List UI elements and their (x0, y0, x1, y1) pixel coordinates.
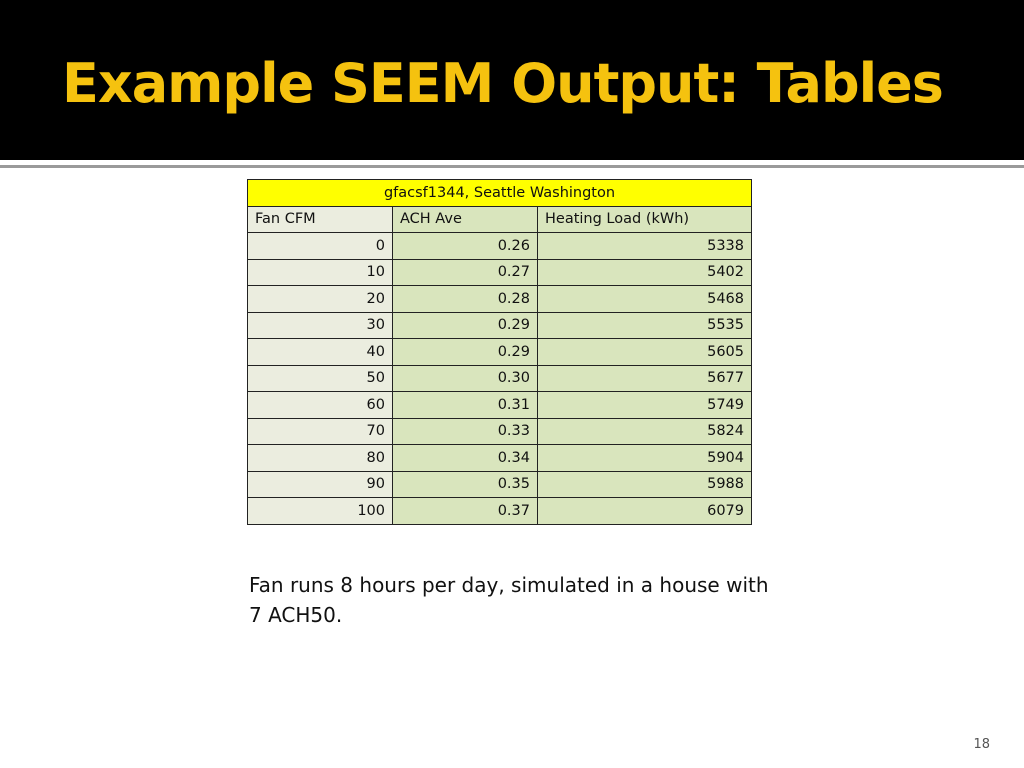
table-cell: 6079 (537, 497, 752, 525)
table-row: 20 0.28 5468 (247, 285, 752, 313)
table-cell: 0.26 (392, 232, 538, 260)
table-row: 80 0.34 5904 (247, 444, 752, 472)
slide-title: Example SEEM Output: Tables (62, 52, 944, 115)
table-row: 70 0.33 5824 (247, 417, 752, 445)
table-cell: 0.28 (392, 285, 538, 313)
table-header: Fan CFM ACH Ave Heating Load (kWh) (247, 205, 752, 233)
table-cell: 0.34 (392, 444, 538, 472)
table-cell: 5988 (537, 470, 752, 498)
table-cell: 30 (247, 311, 393, 339)
table-row: 90 0.35 5988 (247, 470, 752, 498)
table-cell: 5749 (537, 391, 752, 419)
data-table: gfacsf1344, Seattle Washington Fan CFM A… (247, 179, 752, 525)
table-cell: 5605 (537, 338, 752, 366)
table-row: 30 0.29 5535 (247, 311, 752, 339)
table-cell: 0.27 (392, 258, 538, 286)
table-row: 50 0.30 5677 (247, 364, 752, 392)
table-caption: gfacsf1344, Seattle Washington (247, 179, 752, 207)
table-cell: 5338 (537, 232, 752, 260)
table-cell: 40 (247, 338, 393, 366)
table-cell: 60 (247, 391, 393, 419)
table-cell: 5904 (537, 444, 752, 472)
page-number: 18 (973, 737, 990, 752)
table-row: 0 0.26 5338 (247, 232, 752, 260)
table-cell: 0.30 (392, 364, 538, 392)
divider (0, 165, 1024, 168)
table-cell: 80 (247, 444, 393, 472)
table-cell: 0.29 (392, 338, 538, 366)
table-cell: 5402 (537, 258, 752, 286)
table-cell: 5535 (537, 311, 752, 339)
table-row: 40 0.29 5605 (247, 338, 752, 366)
table-row: 100 0.37 6079 (247, 497, 752, 525)
table-cell: 5677 (537, 364, 752, 392)
table-cell: 0.37 (392, 497, 538, 525)
table-row: 10 0.27 5402 (247, 258, 752, 286)
header-cell: ACH Ave (392, 205, 538, 233)
header-cell: Fan CFM (247, 205, 393, 233)
table-cell: 10 (247, 258, 393, 286)
header-cell: Heating Load (kWh) (537, 205, 752, 233)
table-cell: 100 (247, 497, 393, 525)
table-cell: 50 (247, 364, 393, 392)
table-cell: 5468 (537, 285, 752, 313)
title-bar: Example SEEM Output: Tables (0, 0, 1024, 160)
table-cell: 20 (247, 285, 393, 313)
table-cell: 0.33 (392, 417, 538, 445)
table-cell: 90 (247, 470, 393, 498)
footnote-text: Fan runs 8 hours per day, simulated in a… (249, 573, 769, 627)
table-cell: 0.35 (392, 470, 538, 498)
table-cell: 0 (247, 232, 393, 260)
table-cell: 0.29 (392, 311, 538, 339)
table-cell: 5824 (537, 417, 752, 445)
table-cell: 70 (247, 417, 393, 445)
table-cell: 0.31 (392, 391, 538, 419)
table-row: 60 0.31 5749 (247, 391, 752, 419)
